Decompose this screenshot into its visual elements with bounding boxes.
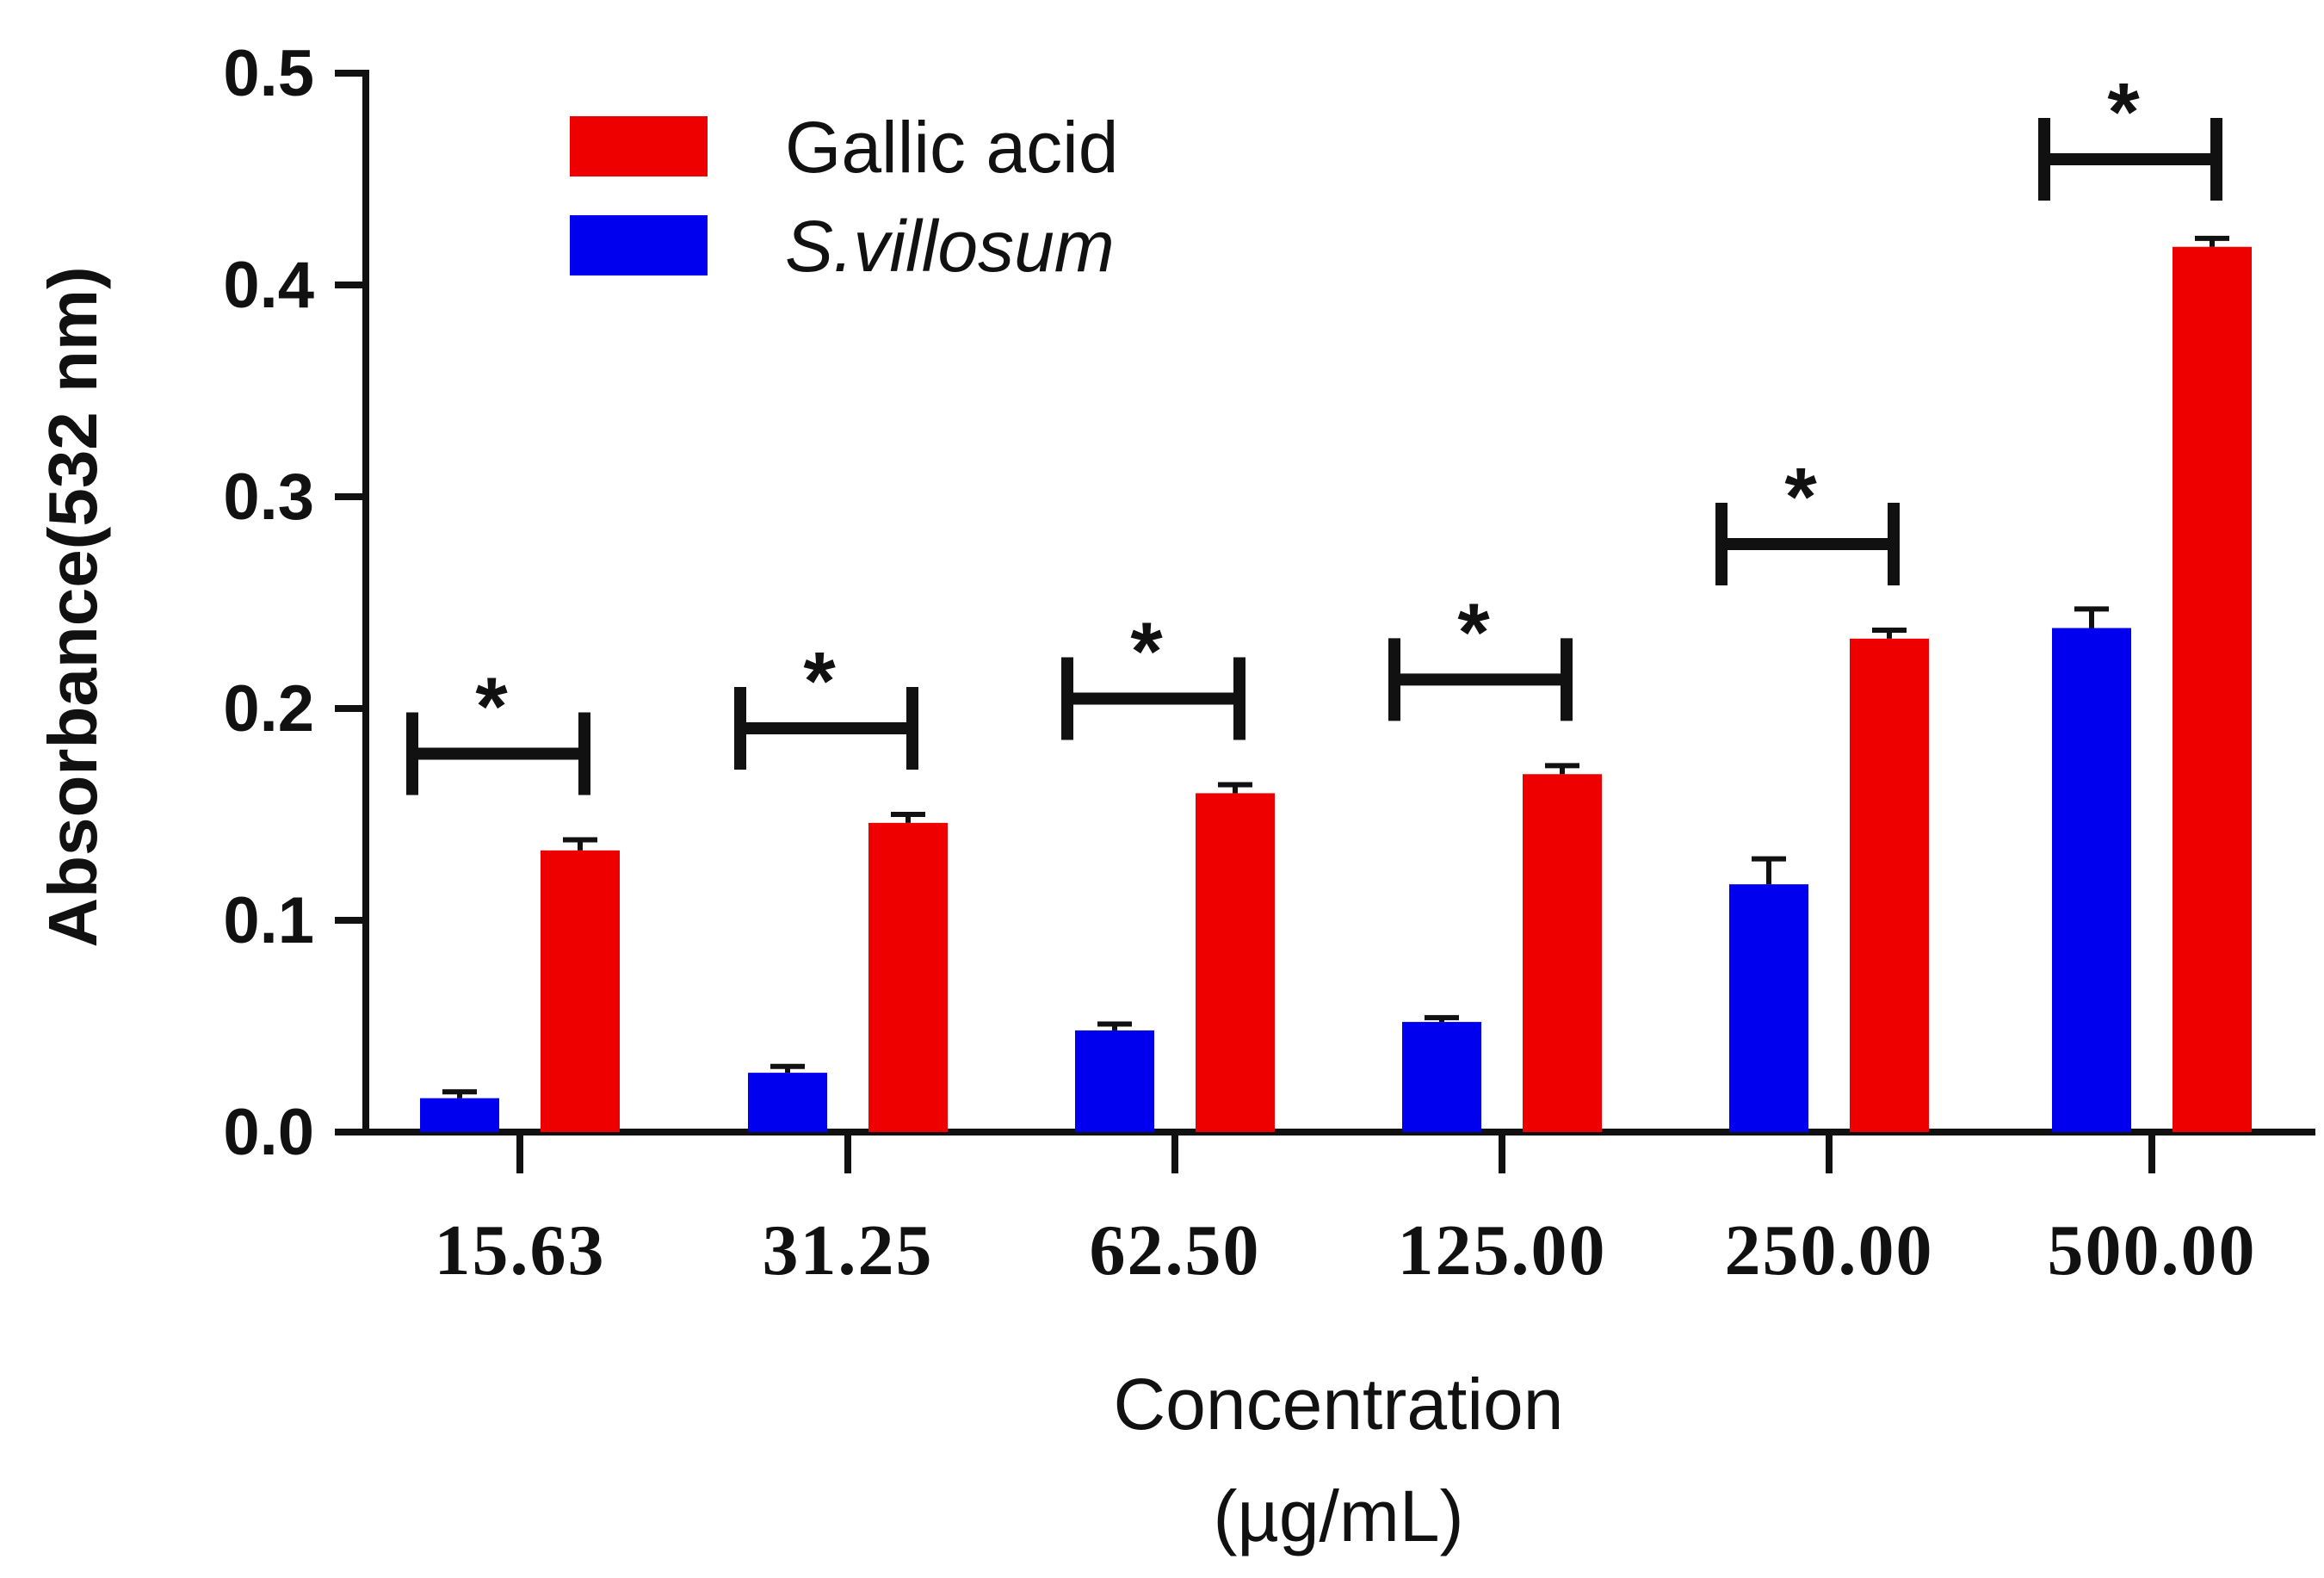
significance-star: * [803, 635, 836, 727]
legend-swatch [570, 215, 708, 275]
y-tick-label: 0.1 [223, 884, 314, 957]
bar-svillosum [1075, 1030, 1154, 1132]
x-axis-unit: (µg/mL) [1213, 1476, 1463, 1556]
bar-gallic-acid [1196, 793, 1275, 1132]
significance-star: * [475, 661, 508, 753]
legend-swatch [570, 116, 708, 176]
x-tick-label: 500.00 [2048, 1210, 2257, 1290]
x-tick-label: 31.25 [763, 1210, 934, 1290]
y-tick-label: 0.5 [223, 37, 314, 110]
bar-gallic-acid [1850, 638, 1929, 1132]
significance-star: * [1130, 606, 1163, 698]
bar-gallic-acid [2173, 246, 2252, 1133]
y-tick-label: 0.2 [223, 672, 314, 746]
significance-star: * [1784, 451, 1817, 543]
x-axis-title: Concentration [1114, 1364, 1564, 1445]
bar-svillosum [748, 1073, 827, 1132]
y-tick-label: 0.4 [223, 249, 314, 322]
y-tick-label: 0.3 [223, 461, 314, 534]
bar-gallic-acid [541, 850, 620, 1132]
bar-gallic-acid [1523, 774, 1602, 1132]
bar-svillosum [1729, 884, 1808, 1132]
x-tick-label: 125.00 [1398, 1210, 1607, 1290]
legend-label: S.villosum [785, 206, 1115, 287]
y-tick-label: 0.0 [223, 1096, 314, 1169]
x-tick-label: 62.50 [1090, 1210, 1261, 1290]
bar-gallic-acid [868, 822, 948, 1132]
bar-svillosum [420, 1098, 499, 1132]
y-axis-title: Absorbance(532 nm) [34, 266, 111, 947]
bar-svillosum [1402, 1022, 1481, 1132]
significance-star: * [2107, 66, 2140, 158]
legend-label: Gallic acid [785, 107, 1118, 188]
x-tick-label: 250.00 [1725, 1210, 1934, 1290]
bar-svillosum [2052, 628, 2131, 1132]
x-tick-label: 15.63 [435, 1210, 606, 1290]
significance-star: * [1457, 586, 1490, 678]
